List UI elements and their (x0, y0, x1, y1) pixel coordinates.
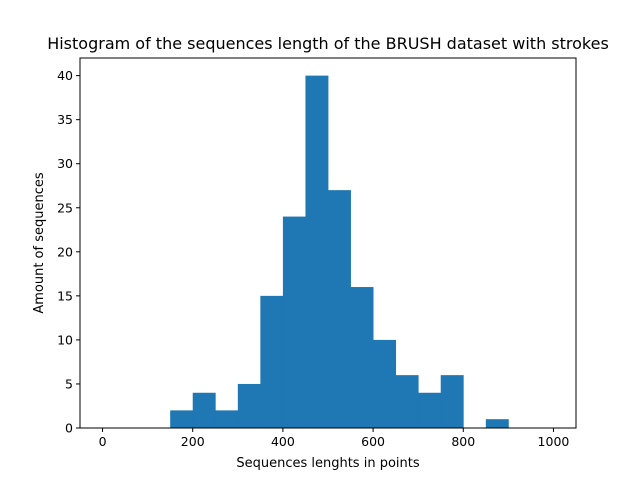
x-tick-label: 600 (361, 434, 385, 449)
histogram-bar-850-900 (485, 419, 509, 428)
bars-group (170, 75, 509, 428)
x-tick-label: 0 (99, 434, 107, 449)
histogram-bar-450-500 (305, 75, 329, 428)
histogram-bar-500-550 (328, 190, 351, 428)
y-axis-ticks: 0 5 10 15 20 25 30 35 40 (57, 68, 80, 436)
y-tick-label: 10 (57, 332, 73, 347)
y-tick-label: 15 (57, 288, 73, 303)
histogram-bar-600-650 (373, 339, 397, 428)
histogram-bar-750-800 (440, 375, 464, 428)
x-tick-label: 800 (451, 434, 475, 449)
chart-title: Histogram of the sequences length of the… (47, 34, 609, 53)
histogram-bar-550-600 (350, 287, 374, 428)
y-tick-label: 5 (65, 376, 73, 391)
y-tick-label: 25 (57, 200, 73, 215)
histogram-bar-700-750 (418, 392, 442, 428)
histogram-bar-350-400 (260, 295, 284, 428)
y-tick-label: 0 (65, 421, 73, 436)
histogram-bar-300-350 (237, 383, 261, 428)
histogram-bar-650-700 (395, 375, 419, 428)
x-tick-label: 200 (181, 434, 205, 449)
histogram-bar-400-450 (282, 216, 306, 428)
histogram-bar-150-200 (170, 410, 194, 428)
x-axis-label: Sequences lenghts in points (236, 456, 420, 471)
histogram-bar-250-300 (215, 410, 239, 428)
x-tick-label: 1000 (538, 434, 570, 449)
x-axis-ticks: 0 200 400 600 800 1000 (99, 428, 570, 449)
y-tick-label: 20 (57, 244, 73, 259)
y-tick-label: 35 (57, 112, 73, 127)
y-tick-label: 30 (57, 156, 73, 171)
plot-frame (79, 57, 577, 429)
y-axis-label: Amount of sequences (32, 172, 47, 314)
histogram-bar-200-250 (192, 392, 216, 428)
x-tick-label: 400 (271, 434, 295, 449)
y-tick-label: 40 (57, 68, 73, 83)
